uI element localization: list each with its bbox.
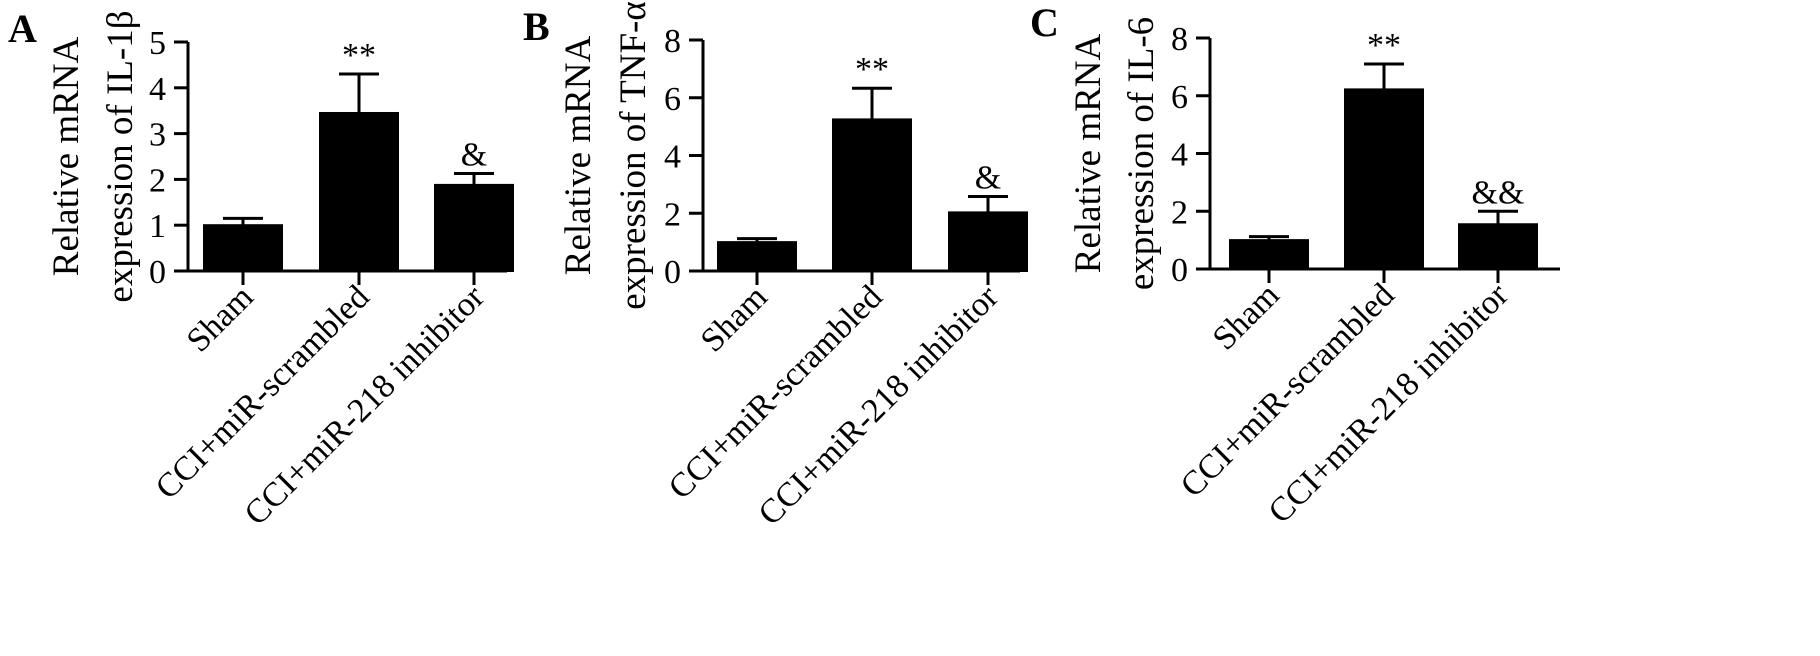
category-label: CCI+miR-scrambled: [1174, 276, 1402, 504]
y-tick-label: 4: [149, 71, 166, 108]
y-tick-label: 0: [1171, 252, 1188, 289]
y-tick-label: 0: [664, 254, 681, 291]
significance-label: &: [461, 136, 487, 173]
y-tick-label: 4: [664, 139, 681, 176]
bar-1: [717, 241, 797, 272]
bar-3: [434, 183, 514, 272]
y-axis-title-line: expression of IL-6: [1121, 17, 1162, 290]
bar-3: [1458, 223, 1538, 270]
y-axis-title-line: Relative mRNA: [46, 37, 87, 277]
bar-2: [319, 111, 399, 272]
y-tick-label: 2: [664, 196, 681, 233]
y-axis-title-line: expression of TNF-α: [613, 1, 654, 310]
y-tick-label: 1: [149, 208, 166, 245]
y-tick-label: 2: [149, 162, 166, 199]
significance-label: **: [342, 37, 376, 74]
significance-label: **: [1367, 27, 1401, 64]
y-tick-label: 2: [1171, 194, 1188, 231]
category-label: CCI+miR-218 inhibitor: [752, 278, 1007, 533]
bar-2: [1344, 88, 1424, 270]
y-tick-label: 6: [664, 81, 681, 118]
category-label: Sham: [180, 278, 261, 359]
category-label: Sham: [694, 278, 775, 359]
panel-letter: B: [523, 4, 550, 49]
y-tick-label: 4: [1171, 137, 1188, 174]
y-tick-label: 8: [664, 23, 681, 60]
category-label: CCI+miR-scrambled: [662, 278, 890, 506]
bar-1: [203, 224, 283, 272]
bar-2: [832, 118, 912, 272]
panel-letter: C: [1030, 0, 1059, 45]
y-axis-title-line: expression of IL-1β: [100, 10, 141, 302]
y-tick-label: 5: [149, 25, 166, 62]
bar-1: [1229, 239, 1309, 270]
y-tick-label: 3: [149, 117, 166, 154]
y-axis-title-line: Relative mRNA: [558, 36, 599, 276]
y-tick-label: 8: [1171, 21, 1188, 58]
y-tick-label: 6: [1171, 79, 1188, 116]
significance-label: &&: [1472, 174, 1525, 211]
significance-label: **: [855, 51, 889, 88]
bar-3: [948, 211, 1028, 272]
panel-letter: A: [8, 6, 37, 51]
category-label: CCI+miR-scrambled: [149, 278, 377, 506]
significance-label: &: [975, 160, 1001, 197]
category-label: Sham: [1206, 276, 1287, 357]
y-tick-label: 0: [149, 254, 166, 291]
y-axis-title-line: Relative mRNA: [1068, 34, 1109, 274]
